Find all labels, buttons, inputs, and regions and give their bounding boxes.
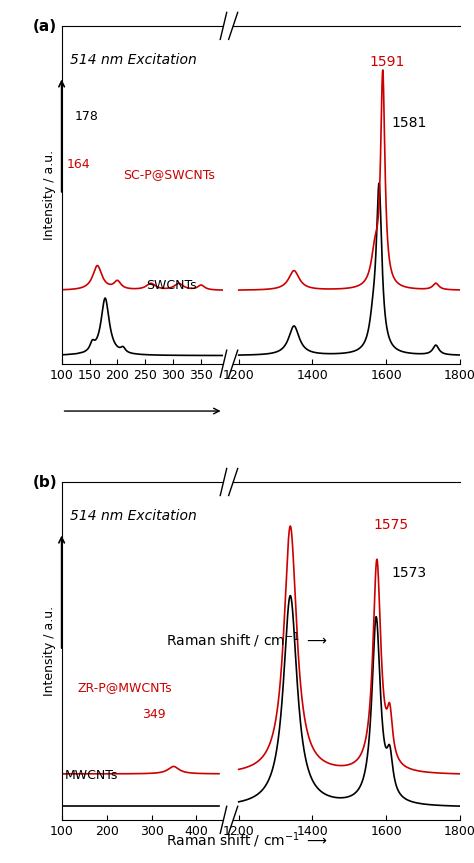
Text: Raman shift / cm$^{-1}$ $\longrightarrow$: Raman shift / cm$^{-1}$ $\longrightarrow… (166, 830, 327, 850)
Text: 164: 164 (66, 158, 90, 171)
Text: SWCNTs: SWCNTs (146, 280, 196, 293)
Text: 1581: 1581 (392, 117, 427, 130)
Y-axis label: Intensity / a.u.: Intensity / a.u. (43, 150, 56, 240)
Text: MWCNTs: MWCNTs (65, 769, 118, 782)
Text: (b): (b) (33, 476, 57, 490)
Text: 1573: 1573 (392, 565, 427, 580)
Text: 178: 178 (74, 110, 99, 123)
Y-axis label: Intensity / a.u.: Intensity / a.u. (43, 606, 56, 696)
Text: 1591: 1591 (369, 55, 404, 69)
Text: Raman shift / cm$^{-1}$ $\longrightarrow$: Raman shift / cm$^{-1}$ $\longrightarrow… (166, 630, 327, 650)
Text: 514 nm Excitation: 514 nm Excitation (70, 53, 196, 67)
Text: 349: 349 (143, 709, 166, 721)
Text: 1575: 1575 (374, 519, 409, 532)
Text: ZR-P@MWCNTs: ZR-P@MWCNTs (78, 682, 173, 695)
Text: (a): (a) (33, 19, 56, 35)
Text: 514 nm Excitation: 514 nm Excitation (70, 509, 196, 523)
Text: SC-P@SWCNTs: SC-P@SWCNTs (123, 168, 215, 181)
